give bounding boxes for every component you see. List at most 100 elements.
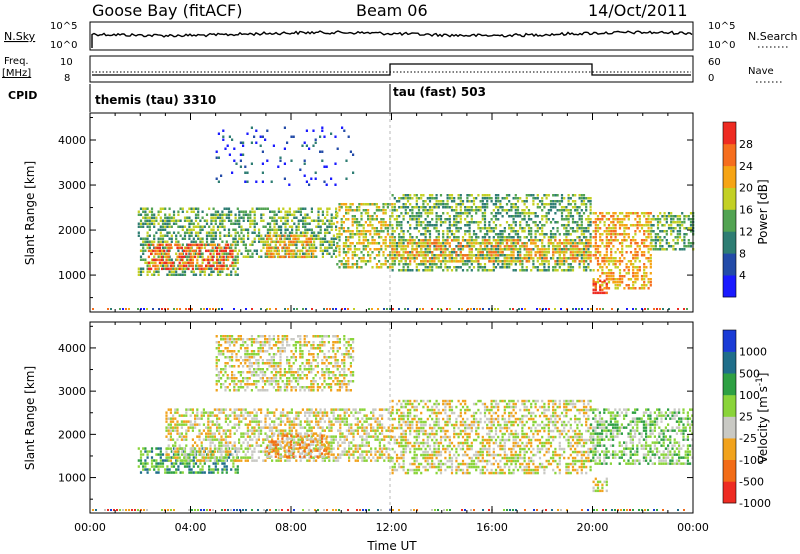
power-echo-cell xyxy=(514,209,517,212)
velocity-echo-cell xyxy=(205,435,208,438)
velocity-echo-cell xyxy=(165,417,168,420)
power-echo-cell xyxy=(614,212,617,215)
power-echo-cell xyxy=(411,209,414,212)
velocity-echo-cell xyxy=(169,420,172,423)
power-echo-cell xyxy=(409,209,412,212)
power-echo-cell xyxy=(501,215,504,218)
power-echo-cell xyxy=(492,215,495,218)
power-echo-cell xyxy=(304,213,307,216)
nave-label: Nave xyxy=(748,66,774,77)
power-echo-cell xyxy=(292,135,295,138)
power-echo-cell xyxy=(146,216,149,219)
velocity-echo-cell xyxy=(249,420,252,423)
velocity-echo-cell xyxy=(223,468,226,471)
power-echo-cell xyxy=(576,251,579,254)
power-echo-cell xyxy=(645,218,648,221)
velocity-echo-cell xyxy=(150,456,154,459)
power-echo-cell xyxy=(576,224,579,227)
power-echo-cell xyxy=(431,260,434,263)
power-echo-cell xyxy=(310,255,313,258)
power-echo-cell xyxy=(636,272,639,275)
power-echo-cell xyxy=(589,245,592,248)
power-echo-cell xyxy=(364,209,367,212)
power-echo-cell xyxy=(295,228,298,231)
power-echo-cell xyxy=(137,234,140,237)
power-echo-cell xyxy=(345,236,348,239)
power-echo-cell xyxy=(168,213,171,216)
velocity-echo-cell xyxy=(222,459,225,462)
power-echo-cell xyxy=(534,266,537,269)
power-echo-region-5 xyxy=(391,194,592,272)
power-echo-cell xyxy=(356,263,359,266)
power-echo-cell xyxy=(578,242,581,245)
power-echo-cell xyxy=(164,234,167,237)
power-echo-cell xyxy=(470,257,473,260)
power-echo-cell xyxy=(627,278,630,281)
power-echo-cell xyxy=(351,218,354,221)
power-echo-cell xyxy=(146,222,149,225)
power-echo-cell xyxy=(442,221,445,224)
power-echo-cell xyxy=(477,260,480,263)
power-echo-cell xyxy=(185,249,188,253)
power-echo-cell xyxy=(185,264,188,268)
power-echo-cell xyxy=(249,219,252,222)
power-echo-cell xyxy=(435,206,438,209)
power-speckle-cell xyxy=(626,308,628,310)
power-echo-cell xyxy=(632,257,635,260)
power-echo-cell xyxy=(281,249,284,253)
power-echo-cell xyxy=(446,203,449,206)
power-echo-cell xyxy=(139,258,143,261)
power-echo-cell xyxy=(492,227,495,230)
power-echo-cell xyxy=(607,287,611,290)
velocity-echo-cell xyxy=(271,420,274,423)
power-echo-cell xyxy=(353,209,356,212)
power-echo-cell xyxy=(494,224,498,227)
velocity-echo-cell xyxy=(255,414,258,417)
power-echo-cell xyxy=(338,254,341,257)
power-echo-cell xyxy=(530,218,533,221)
power-echo-cell xyxy=(603,281,606,284)
power-echo-cell xyxy=(582,251,586,254)
power-echo-cell xyxy=(274,243,277,247)
velocity-echo-cell xyxy=(242,408,245,411)
power-echo-cell xyxy=(214,231,217,234)
power-echo-cell xyxy=(287,246,291,250)
power-echo-cell xyxy=(530,248,533,251)
power-echo-cell xyxy=(431,242,434,245)
power-echo-cell xyxy=(453,239,456,242)
power-echo-cell xyxy=(541,203,544,206)
power-echo-cell xyxy=(525,236,528,239)
power-echo-cell xyxy=(594,248,597,251)
power-echo-cell xyxy=(332,249,335,252)
power-echo-cell xyxy=(455,227,458,230)
power-echo-cell xyxy=(647,233,650,236)
power-echo-cell xyxy=(483,233,487,236)
power-echo-cell xyxy=(144,207,147,210)
power-echo-cell xyxy=(347,135,350,138)
velocity-echo-cell xyxy=(227,417,230,420)
velocity-echo-cell xyxy=(214,465,217,468)
power-echo-cell xyxy=(306,213,309,216)
velocity-echo-cell xyxy=(178,456,181,459)
power-echo-cell xyxy=(159,207,162,210)
power-echo-cell xyxy=(492,251,495,254)
velocity-echo-cell xyxy=(174,411,177,414)
power-echo-cell xyxy=(167,252,170,256)
power-echo-cell xyxy=(221,252,224,255)
power-echo-cell xyxy=(457,266,460,269)
power-echo-cell xyxy=(170,216,173,219)
velocity-echo-cell xyxy=(167,408,170,411)
power-echo-cell xyxy=(466,224,469,227)
velocity-echo-cell xyxy=(188,471,191,474)
power-echo-cell xyxy=(599,245,602,248)
power-echo-cell xyxy=(345,218,348,221)
power-echo-cell xyxy=(681,248,684,251)
power-echo-cell xyxy=(375,263,378,266)
power-echo-cell xyxy=(288,237,291,240)
power-echo-cell xyxy=(352,171,355,174)
power-echo-cell xyxy=(536,224,539,227)
power-echo-cell xyxy=(230,222,233,225)
velocity-echo-cell xyxy=(146,468,149,471)
velocity-echo-cell xyxy=(253,429,256,432)
power-echo-cell xyxy=(378,233,381,236)
